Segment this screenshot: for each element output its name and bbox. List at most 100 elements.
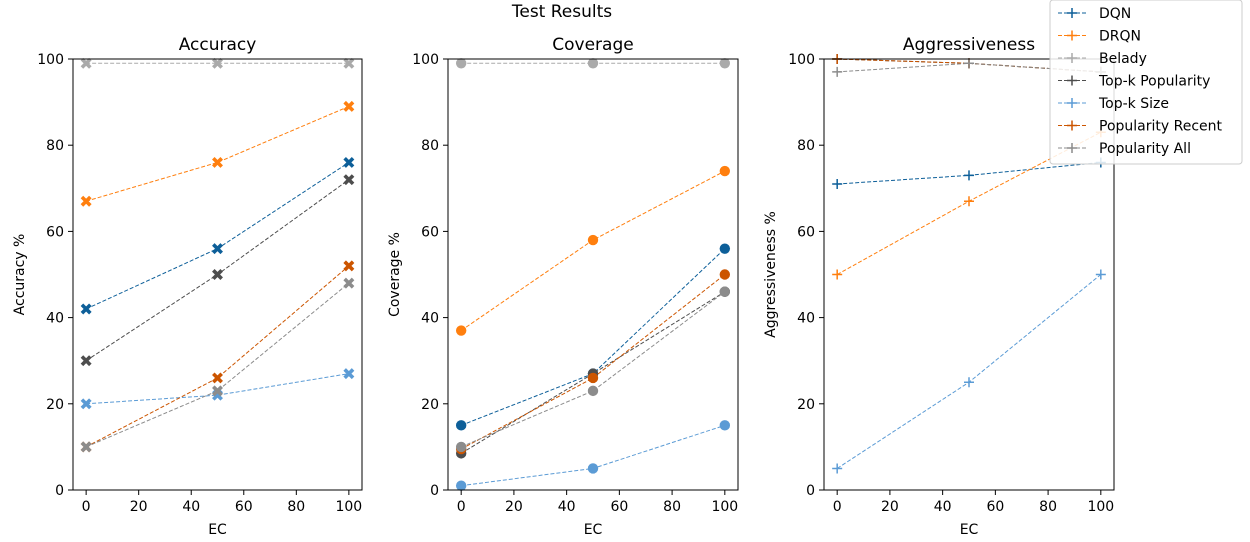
x-tick-label: 20 <box>505 499 523 515</box>
data-point <box>80 303 92 315</box>
legend-marker <box>1067 53 1077 63</box>
data-point <box>719 420 731 431</box>
legend-entry-popularity-recent: Popularity Recent <box>1058 119 1223 135</box>
subplot-aggressiveness: 0 20 40 60 80 100 0 20 40 60 80 100 Aggressiveness EC… <box>763 35 1115 538</box>
x-tick-label: 0 <box>457 499 466 515</box>
legend-label: Top-k Popularity <box>1098 74 1210 90</box>
y-tick-label: 40 <box>797 311 815 327</box>
y-axis-label: Coverage % <box>387 232 403 317</box>
data-point <box>719 58 731 69</box>
y-tick-label: 60 <box>797 224 815 240</box>
series-top-k-size <box>455 420 731 491</box>
series-drqn <box>455 165 731 336</box>
x-tick-label: 40 <box>558 499 576 515</box>
series-line-drqn <box>460 170 726 331</box>
plot-frame <box>72 58 363 491</box>
subplots: 0 20 40 60 80 100 0 20 40 60 80 100 Accuracy EC Accura… <box>12 35 1115 538</box>
subplot-title: Accuracy <box>179 35 257 55</box>
x-tick-label: 100 <box>1087 499 1114 515</box>
legend-marker <box>1067 120 1077 131</box>
data-point <box>343 156 355 168</box>
data-point <box>719 286 731 297</box>
x-tick-label: 60 <box>235 499 253 515</box>
y-tick-label: 20 <box>46 397 64 413</box>
x-tick-label: 80 <box>663 499 681 515</box>
x-tick-label: 60 <box>986 499 1004 515</box>
series-top-k-popularity <box>80 174 355 367</box>
x-tick-label: 100 <box>711 499 738 515</box>
series-line-popularity-all <box>85 282 350 448</box>
series-line-top-k-size <box>86 373 349 405</box>
series-line-drqn <box>85 105 350 202</box>
legend-marker <box>1067 30 1077 41</box>
data-point <box>832 269 843 280</box>
subplot-title: Aggressiveness <box>903 35 1035 55</box>
subplot-coverage: 0 20 40 60 80 100 0 20 40 60 80 100 Coverage EC Covera… <box>387 35 739 538</box>
series-top-k-size <box>832 269 1106 474</box>
legend-marker <box>1067 75 1077 86</box>
data-point <box>719 269 731 280</box>
legend-label: Belady <box>1099 51 1147 67</box>
y-tick-label: 20 <box>797 397 815 413</box>
x-axis-label: EC <box>584 522 603 538</box>
y-tick-label: 0 <box>55 483 64 499</box>
series-line-dqn <box>85 162 350 310</box>
legend-entry-top-k-popularity: Top-k Popularity <box>1058 74 1210 90</box>
data-point <box>80 398 92 410</box>
series-line-top-k-size <box>836 274 1102 469</box>
x-tick-label: 40 <box>934 499 952 515</box>
series-belady <box>455 58 731 69</box>
x-tick-label: 80 <box>1039 499 1057 515</box>
data-point <box>343 57 355 69</box>
legend-label: DRQN <box>1099 29 1141 45</box>
data-point <box>832 178 843 189</box>
series-popularity-recent <box>455 269 731 455</box>
plot-frame <box>447 58 739 491</box>
data-point <box>343 260 355 272</box>
x-tick-label: 40 <box>182 499 200 515</box>
data-point <box>832 66 843 77</box>
data-point <box>587 234 599 246</box>
x-tick-label: 20 <box>881 499 899 515</box>
y-tick-label: 60 <box>421 224 439 240</box>
data-point <box>80 195 92 207</box>
series-belady <box>80 57 355 69</box>
y-tick-label: 0 <box>430 483 439 499</box>
series-line-dqn <box>460 248 726 426</box>
y-tick-label: 80 <box>421 138 439 154</box>
data-point <box>455 441 467 453</box>
y-tick-label: 0 <box>806 483 815 499</box>
data-point <box>587 58 599 69</box>
x-tick-label: 20 <box>130 499 148 515</box>
y-axis-label: Accuracy % <box>12 234 28 316</box>
data-point <box>212 156 223 168</box>
legend-marker <box>1067 143 1077 153</box>
data-point <box>587 372 599 384</box>
data-point <box>719 165 731 177</box>
y-tick-label: 40 <box>46 311 64 327</box>
data-point <box>212 57 223 69</box>
data-point <box>212 243 223 255</box>
legend: DQN DRQN Belady Top-k Popularity Top-k Size P… <box>1049 0 1243 165</box>
series-line-top-k-size <box>461 424 725 487</box>
data-point <box>455 480 467 491</box>
data-point <box>964 377 974 388</box>
legend-marker <box>1067 98 1077 108</box>
series-dqn <box>80 156 355 315</box>
data-point <box>719 243 731 254</box>
data-point <box>455 325 467 336</box>
legend-entry-drqn: DRQN <box>1058 29 1141 45</box>
plot-frame <box>823 58 1115 491</box>
y-tick-label: 80 <box>797 138 815 154</box>
legend-label: DQN <box>1099 6 1131 22</box>
data-point <box>80 355 92 367</box>
data-point <box>343 368 355 380</box>
legend-box <box>1049 0 1243 165</box>
data-point <box>587 463 599 474</box>
y-tick-label: 100 <box>788 52 815 68</box>
y-tick-label: 100 <box>412 52 439 68</box>
legend-entry-dqn: DQN <box>1058 6 1131 22</box>
data-point <box>1095 269 1106 280</box>
series-line-top-k-popularity <box>460 291 726 454</box>
